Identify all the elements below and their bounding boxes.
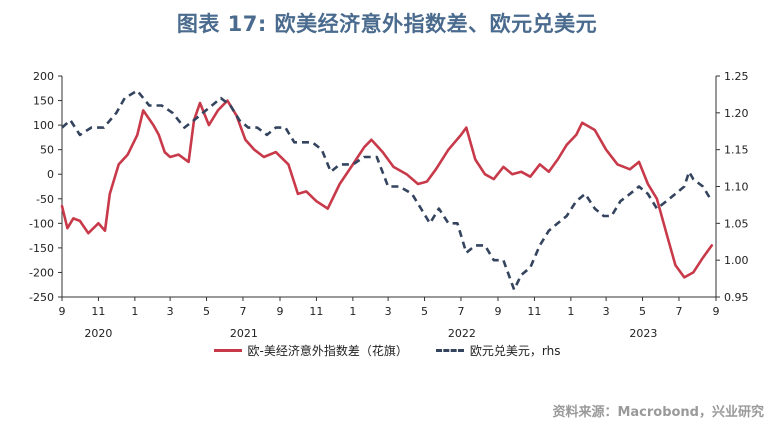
x-tick-label: 1 — [567, 305, 574, 318]
legend-item-surprise: 欧-美经济意外指数差（花旗） — [213, 342, 408, 359]
x-tick-label: 7 — [675, 305, 682, 318]
legend-item-eurusd: 欧元兑美元，rhs — [435, 342, 561, 359]
dual-axis-line-chart: 200 150 100 50 0 -50 -100 -150 -200 -250 1.25 1.20 1… — [29, 70, 748, 340]
x-tick-label: 1 — [131, 305, 138, 318]
right-tick-label: 1.00 — [724, 254, 749, 267]
x-tick-label: 11 — [91, 305, 105, 318]
source-note: 资料来源：Macrobond，兴业研究 — [552, 405, 764, 420]
right-tick-label: 0.95 — [724, 291, 749, 304]
left-tick-label: 200 — [33, 70, 54, 83]
x-tick-label: 5 — [421, 305, 428, 318]
x-tick-label: 3 — [385, 305, 392, 318]
legend: 欧-美经济意外指数差（花旗） 欧元兑美元，rhs — [0, 342, 774, 359]
x-year-label: 2020 — [84, 327, 112, 340]
left-tick-label: -250 — [29, 291, 54, 304]
x-tick-label: 5 — [203, 305, 210, 318]
right-tick-label: 1.25 — [724, 70, 749, 83]
series-layer — [60, 89, 714, 291]
x-tick-label: 9 — [713, 305, 720, 318]
axes: 200 150 100 50 0 -50 -100 -150 -200 -250 1.25 1.20 1… — [29, 70, 748, 340]
chart-title: 图表 17: 欧美经济意外指数差、欧元兑美元 — [176, 12, 598, 36]
x-year-label: 2021 — [230, 327, 258, 340]
x-tick-label: 5 — [639, 305, 646, 318]
x-tick-label: 3 — [167, 305, 174, 318]
legend-swatch-solid — [213, 349, 242, 352]
left-tick-label: 0 — [47, 168, 54, 181]
series-line-eurusd — [61, 89, 713, 291]
x-tick-label: 3 — [603, 305, 610, 318]
x-tick-label: 9 — [59, 305, 66, 318]
x-year-label: 2022 — [448, 327, 476, 340]
right-tick-label: 1.15 — [724, 144, 749, 157]
left-tick-label: 100 — [33, 119, 54, 132]
left-tick-label: 150 — [33, 95, 54, 108]
right-tick-label: 1.20 — [724, 107, 749, 120]
left-tick-label: -50 — [36, 193, 54, 206]
x-tick-label: 9 — [277, 305, 284, 318]
left-tick-label: 50 — [40, 144, 54, 157]
left-tick-label: -150 — [29, 242, 54, 255]
right-tick-label: 1.10 — [724, 181, 749, 194]
series-line-surprise-index — [60, 99, 714, 279]
x-year-label: 2023 — [629, 327, 657, 340]
x-tick-label: 7 — [239, 305, 246, 318]
x-tick-label: 9 — [495, 305, 502, 318]
left-tick-label: -200 — [29, 266, 54, 279]
x-tick-label: 11 — [527, 305, 541, 318]
legend-label-eurusd: 欧元兑美元，rhs — [469, 344, 561, 358]
legend-label-surprise: 欧-美经济意外指数差（花旗） — [247, 344, 408, 358]
legend-swatch-dashed — [435, 349, 464, 352]
right-tick-label: 1.05 — [724, 217, 749, 230]
left-tick-label: -100 — [29, 217, 54, 230]
x-tick-label: 11 — [309, 305, 323, 318]
x-tick-label: 7 — [457, 305, 464, 318]
x-tick-label: 1 — [349, 305, 356, 318]
